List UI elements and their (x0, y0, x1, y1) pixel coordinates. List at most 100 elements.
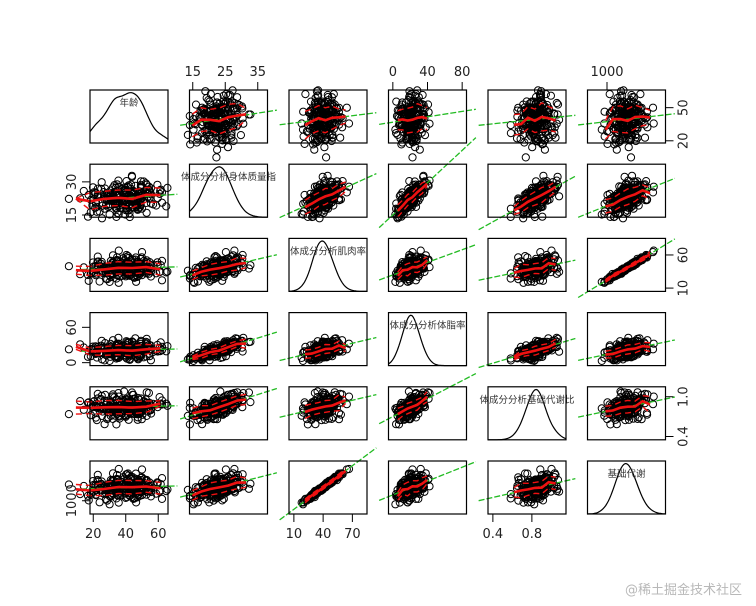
regression-line (378, 137, 477, 229)
data-point (513, 112, 522, 121)
smooth-line (304, 115, 346, 127)
data-point (649, 119, 658, 128)
data-point (211, 138, 220, 147)
data-point (631, 133, 640, 142)
data-point (322, 153, 331, 162)
data-point (221, 104, 230, 113)
data-point (186, 140, 195, 149)
data-point (219, 91, 228, 100)
scatter-panel (64, 163, 178, 223)
x-tick-label: 25 (217, 65, 234, 80)
scatter-panel (478, 237, 576, 292)
scatter-panel (279, 312, 377, 367)
smooth-line (513, 115, 556, 127)
data-point (229, 123, 238, 132)
data-point (318, 97, 327, 106)
data-point (536, 93, 546, 102)
data-point (648, 103, 658, 112)
panel-frame (487, 89, 567, 144)
data-point (227, 131, 236, 140)
data-point (64, 262, 74, 271)
diagonal-panel: 年龄 (89, 89, 169, 144)
data-point (405, 177, 414, 186)
data-point (392, 129, 401, 138)
scatter-panel (478, 163, 576, 231)
data-point (506, 274, 515, 283)
variable-label: 体成分分析体脂率 (389, 320, 466, 332)
smooth-upper-band (514, 101, 556, 116)
data-point (329, 102, 338, 111)
data-point (211, 122, 221, 131)
data-point (186, 398, 195, 407)
data-point (397, 140, 406, 149)
data-point (533, 137, 542, 146)
data-point (533, 121, 542, 131)
data-point (216, 387, 225, 396)
scatter-panel (179, 312, 278, 367)
data-point (407, 98, 416, 107)
x-tick-label: 35 (249, 65, 266, 80)
data-point (146, 356, 155, 365)
data-point (527, 132, 536, 141)
smooth-line (191, 113, 247, 127)
data-point (421, 123, 430, 132)
y-tick-label: 60 (677, 247, 692, 264)
data-point (528, 120, 537, 130)
data-point (201, 87, 210, 96)
data-point (553, 110, 562, 119)
data-point (227, 97, 236, 106)
data-point (227, 133, 236, 142)
data-point (521, 153, 530, 162)
scatter-panel (179, 386, 278, 441)
data-point (402, 123, 411, 133)
scatter-panel (478, 86, 576, 162)
data-point (424, 108, 433, 117)
data-point (204, 96, 213, 105)
x-tick-label: 15 (184, 65, 201, 80)
data-point (206, 130, 215, 139)
x-tick-label: 1000 (590, 65, 623, 80)
y-tick-label: 10 (677, 280, 692, 297)
scatter-panel (378, 137, 477, 229)
scatter-panel (64, 312, 178, 367)
data-point (640, 133, 650, 142)
data-point (519, 124, 528, 133)
smooth-line (397, 115, 428, 122)
data-point (408, 137, 417, 146)
diagonal-panel: 体成分分析肌肉率 (288, 237, 368, 292)
data-point (600, 107, 609, 116)
data-point (410, 121, 419, 131)
data-point (540, 145, 550, 154)
smooth-lower-band (514, 128, 556, 136)
data-point (218, 133, 227, 142)
y-tick-label: 30 (65, 174, 80, 191)
data-point (615, 97, 625, 106)
data-point (200, 126, 209, 135)
data-point (315, 130, 324, 139)
data-point (319, 122, 328, 131)
data-point (220, 99, 229, 108)
data-point (212, 102, 221, 111)
y-tick-label: 0 (65, 359, 80, 367)
scatter-panel (279, 163, 377, 223)
data-point (97, 214, 107, 223)
data-point (612, 145, 621, 154)
data-point (525, 99, 534, 108)
data-point (224, 98, 233, 107)
data-point (213, 145, 222, 154)
data-point (626, 153, 636, 162)
scatter-panel (279, 86, 377, 162)
data-point (529, 97, 538, 106)
variable-label: 年龄 (119, 97, 139, 109)
data-point (300, 139, 309, 148)
scatter-panel (478, 312, 576, 369)
data-point (209, 111, 219, 120)
data-point (236, 131, 245, 140)
variable-label: 体成分分析肌肉率 (290, 245, 367, 257)
data-point (521, 252, 530, 261)
smooth-upper-band (397, 102, 428, 112)
scatter-panel (378, 237, 477, 292)
scatter-panel (64, 386, 178, 441)
data-point (624, 143, 633, 152)
